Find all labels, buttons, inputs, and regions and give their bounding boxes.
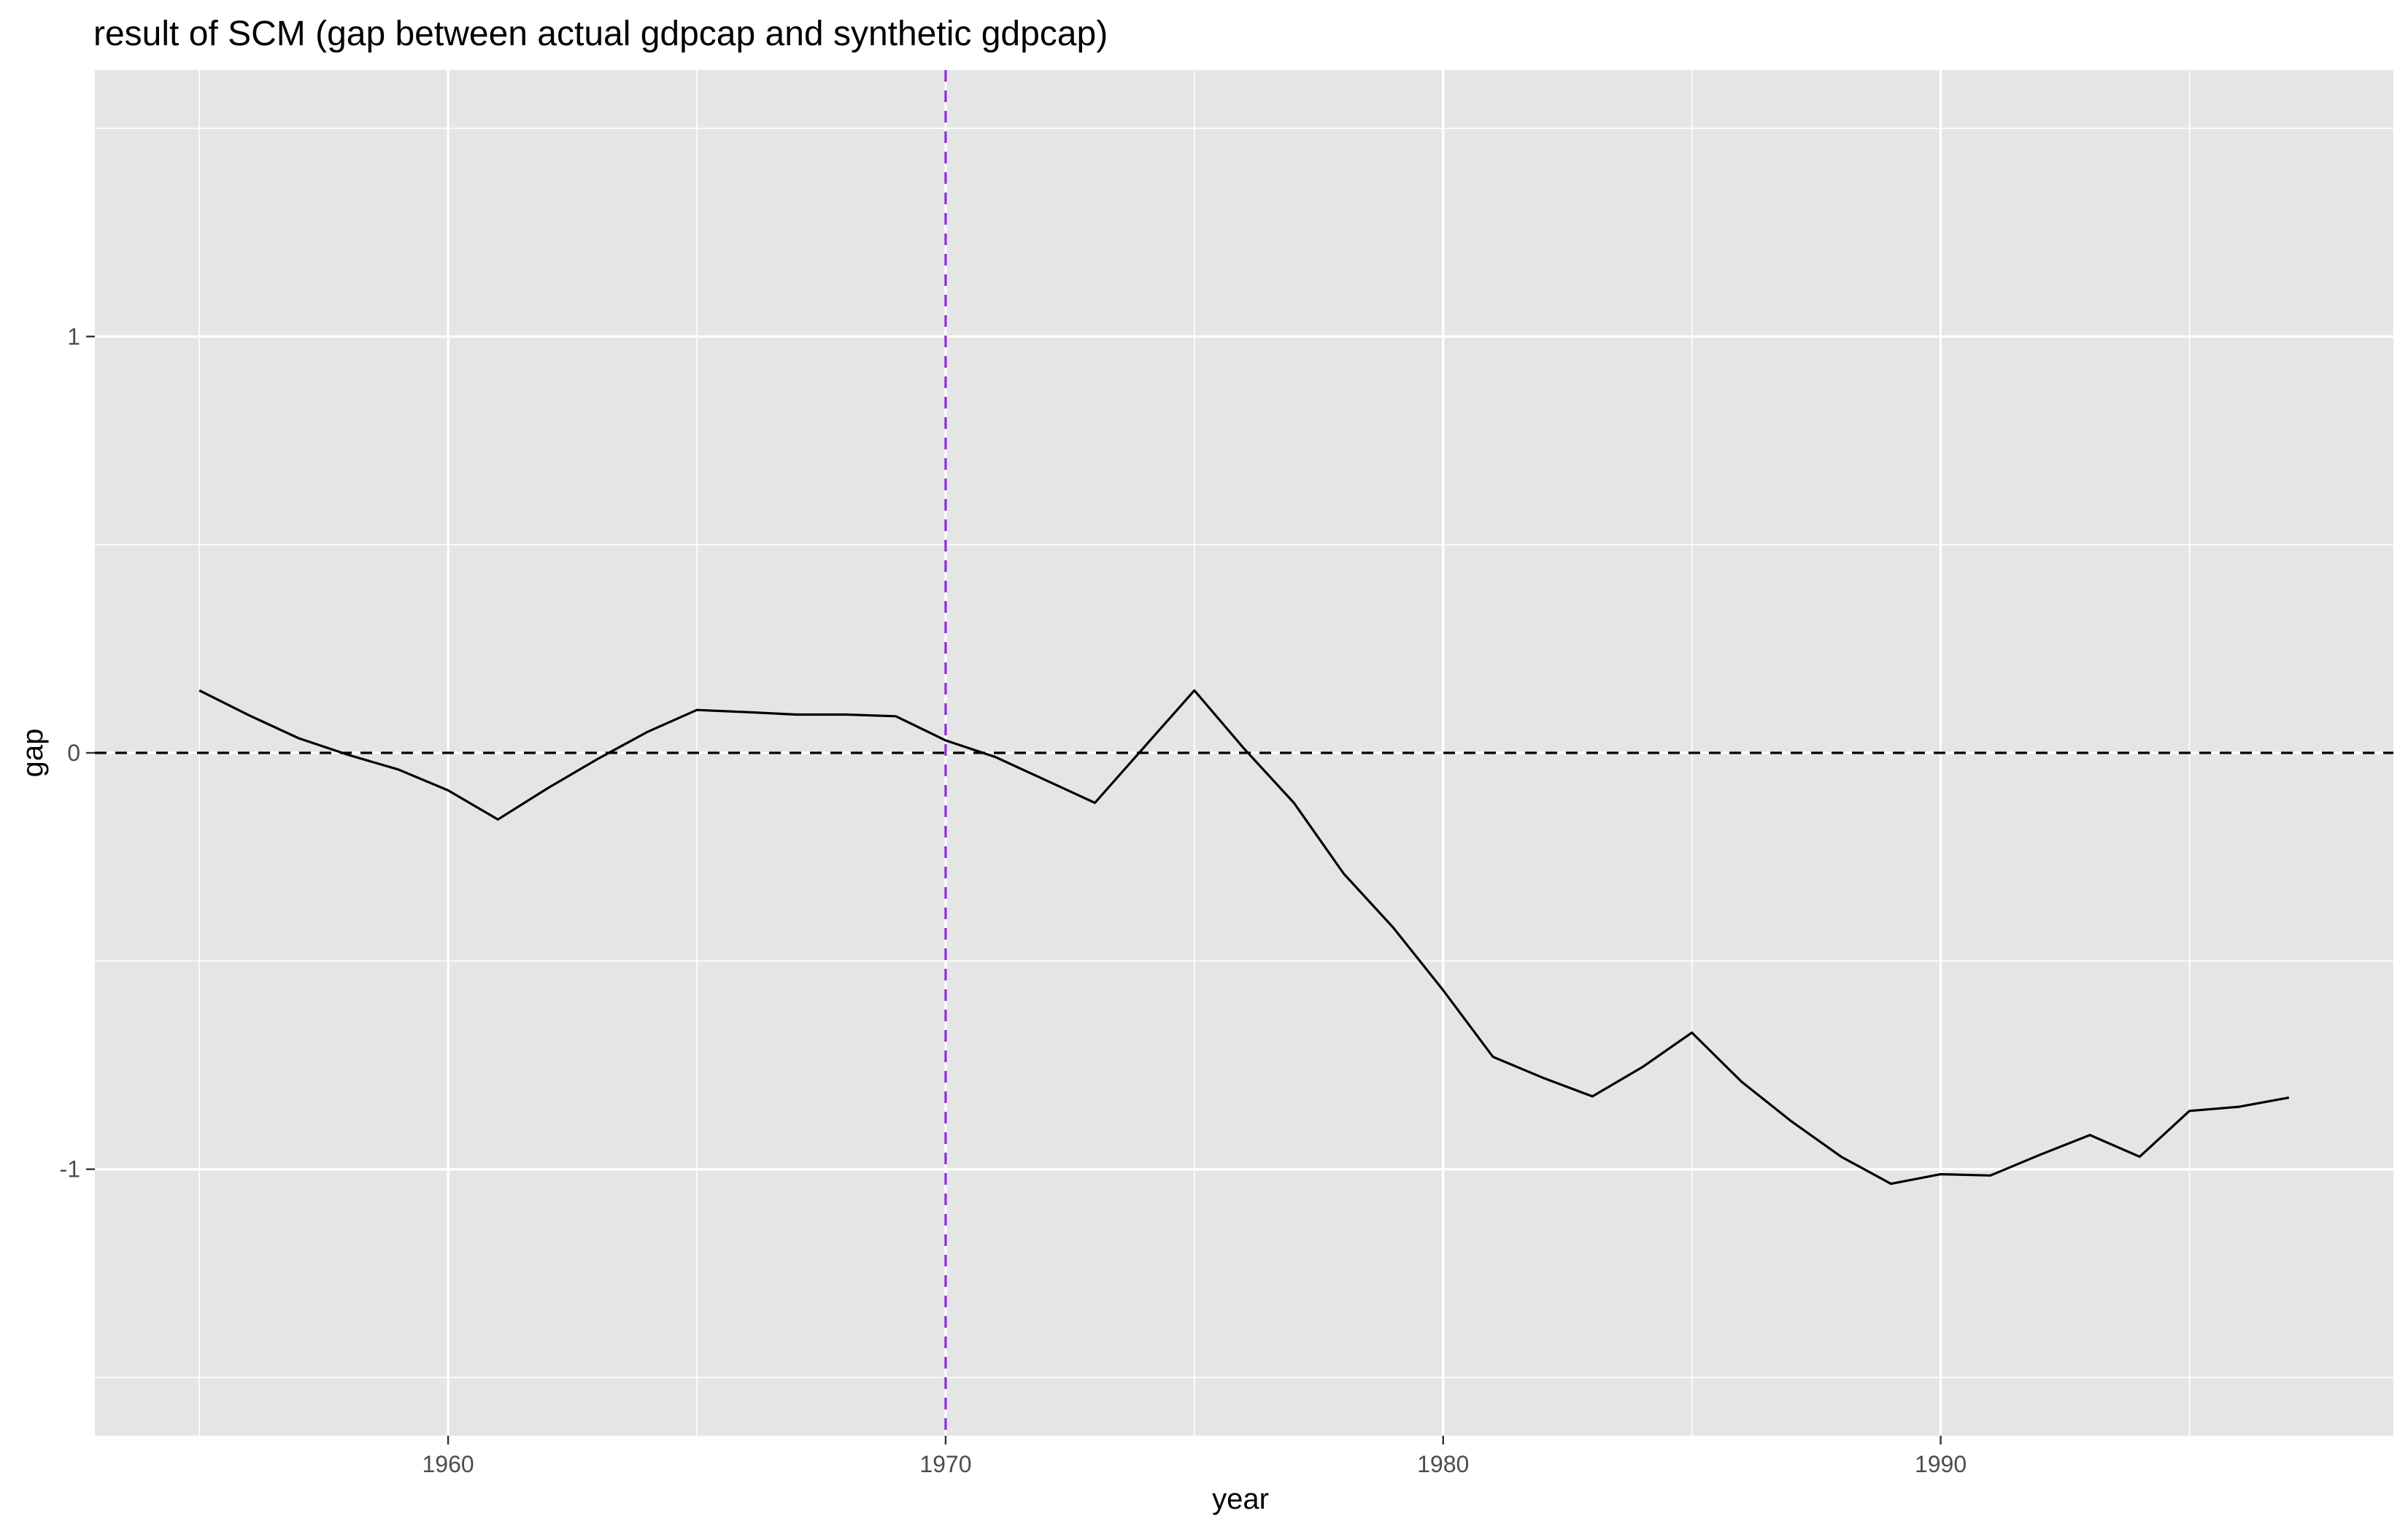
- reference-lines: [95, 70, 2393, 1436]
- x-axis-title: year: [1212, 1483, 1269, 1515]
- y-axis: -1 0 1: [60, 323, 95, 1183]
- x-tick-label: 1970: [919, 1451, 971, 1477]
- gap-series-line: [198, 689, 2290, 1185]
- y-axis-title: gap: [17, 729, 49, 778]
- y-tick-label: 0: [67, 740, 80, 766]
- x-axis: 1960 1970 1980 1990: [422, 1436, 1967, 1477]
- y-tick-label: -1: [60, 1156, 80, 1183]
- x-tick-label: 1990: [1915, 1451, 1967, 1477]
- chart-title: result of SCM (gap between actual gdpcap…: [93, 15, 1108, 53]
- x-tick-label: 1980: [1417, 1451, 1469, 1477]
- x-tick-label: 1960: [422, 1451, 474, 1477]
- y-tick-label: 1: [67, 323, 80, 349]
- series-layer: [198, 689, 2290, 1185]
